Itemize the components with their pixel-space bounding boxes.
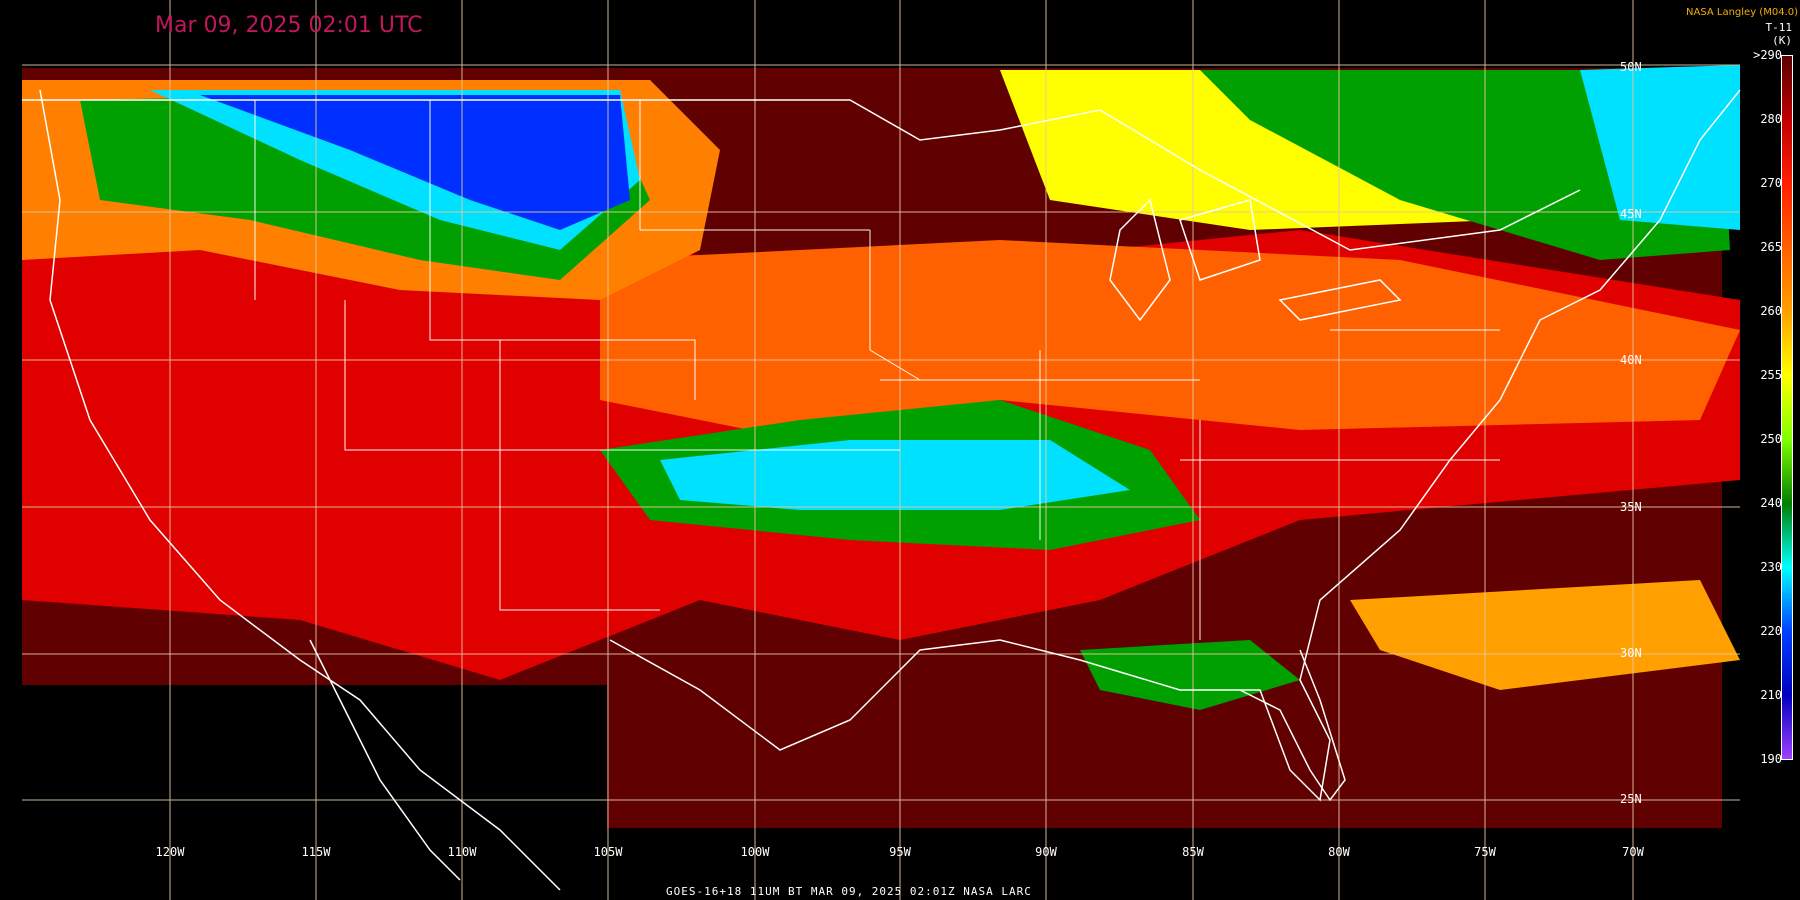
timestamp: Mar 09, 2025 02:01 UTC bbox=[155, 13, 423, 38]
cloud-cyan-central bbox=[660, 440, 1130, 510]
band-product: T-11 bbox=[1765, 21, 1793, 34]
colorbar-tick-label: 240 bbox=[1760, 496, 1782, 510]
longitude-label: 90W bbox=[1035, 845, 1057, 859]
baja-outline bbox=[309, 639, 461, 881]
colorbar-tick-label: 260 bbox=[1760, 304, 1782, 318]
latitude-label: 45N bbox=[1620, 207, 1642, 221]
longitude-label: 115W bbox=[301, 845, 331, 859]
colorbar-tick-label: 280 bbox=[1760, 112, 1782, 126]
latitude-label: 25N bbox=[1620, 792, 1642, 806]
longitude-label: 85W bbox=[1182, 845, 1204, 859]
band-unit: (K) bbox=[1772, 34, 1792, 47]
longitude-label: 70W bbox=[1622, 845, 1644, 859]
longitude-label: 110W bbox=[447, 845, 477, 859]
colorbar-tick-label: >290 bbox=[1753, 48, 1782, 62]
colorbar-tick-label: 230 bbox=[1760, 560, 1782, 574]
colorbar-tick-label: 265 bbox=[1760, 240, 1782, 254]
colorbar-tick-label: 210 bbox=[1760, 688, 1782, 702]
imagery-empty-west bbox=[22, 685, 607, 830]
coastline-outlines bbox=[22, 89, 1741, 891]
longitude-label: 95W bbox=[889, 845, 911, 859]
latitude-label: 35N bbox=[1620, 500, 1642, 514]
latitude-label: 40N bbox=[1620, 353, 1642, 367]
us-outline bbox=[39, 89, 1741, 891]
grid-lines bbox=[22, 0, 1740, 900]
longitude-label: 75W bbox=[1474, 845, 1496, 859]
colorbar-tick-label: 250 bbox=[1760, 432, 1782, 446]
great-lakes bbox=[1109, 198, 1402, 322]
cloud-atlantic bbox=[1350, 580, 1740, 690]
colorbar-tick-label: 220 bbox=[1760, 624, 1782, 638]
cloud-blue-north bbox=[200, 95, 630, 230]
latitude-label: 50N bbox=[1620, 60, 1642, 74]
credit-label: NASA Langley (M04.0) bbox=[1686, 7, 1798, 18]
longitude-label: 105W bbox=[593, 845, 623, 859]
colorbar-tick-label: 270 bbox=[1760, 176, 1782, 190]
footer-caption: GOES-16+18 11UM BT MAR 09, 2025 02:01Z N… bbox=[666, 885, 1032, 898]
canada-border bbox=[22, 99, 1581, 251]
band-label: T-11 (K) bbox=[1766, 21, 1793, 47]
colorbar-tick-label: 190 bbox=[1760, 752, 1782, 766]
colorbar bbox=[1781, 55, 1793, 760]
florida-outline bbox=[1239, 649, 1346, 802]
latitude-label: 30N bbox=[1620, 646, 1642, 660]
longitude-label: 120W bbox=[155, 845, 185, 859]
state-borders bbox=[254, 100, 1500, 640]
colorbar-tick-label: 255 bbox=[1760, 368, 1782, 382]
cloud-cyan-northeast bbox=[1580, 65, 1740, 230]
longitude-label: 80W bbox=[1328, 845, 1350, 859]
longitude-label: 100W bbox=[740, 845, 770, 859]
imagery-orange-band bbox=[600, 240, 1740, 430]
imagery-layer bbox=[22, 65, 1740, 830]
